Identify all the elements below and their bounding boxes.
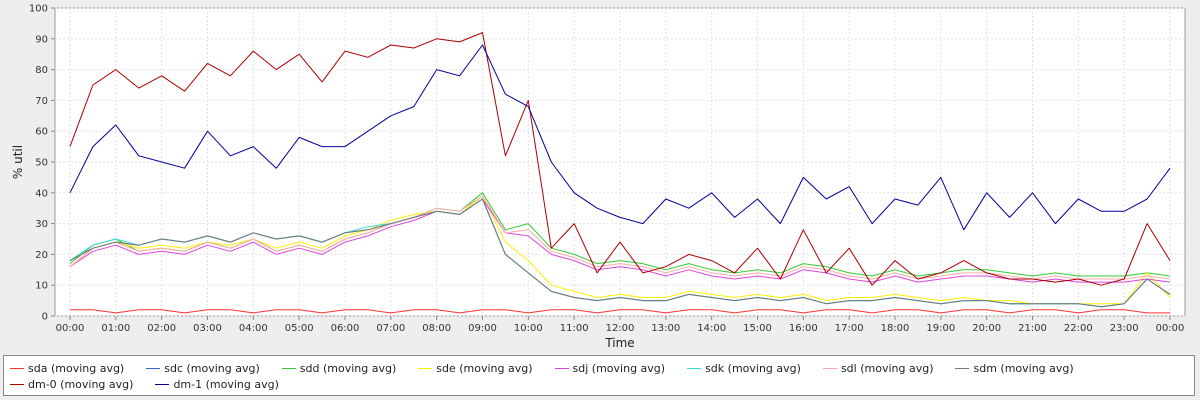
- x-tick-label: 10:00: [514, 323, 543, 334]
- x-axis-title: Time: [604, 336, 634, 350]
- legend-swatch: [281, 367, 296, 369]
- x-tick-label: 14:00: [697, 323, 726, 334]
- line-chart: 0 10 20 30 40 50 60 70 80 90 100 00:00 01:00 02:00 03…: [11, 4, 1186, 350]
- legend-item: sdj (moving avg): [554, 360, 666, 376]
- x-tick-label: 06:00: [331, 323, 360, 334]
- x-tick-label: 11:00: [560, 323, 589, 334]
- series-line-dm-0: [69, 32, 1171, 286]
- legend-swatch: [554, 367, 569, 369]
- legend-label: sdk (moving avg): [705, 361, 801, 375]
- legend-label: sdd (moving avg): [299, 361, 397, 375]
- legend-swatch: [10, 367, 24, 369]
- legend-swatch: [155, 383, 170, 385]
- legend-label: dm-0 (moving avg): [28, 377, 134, 391]
- y-tick-label: 60: [35, 127, 48, 138]
- y-tick-label: 30: [35, 219, 48, 230]
- x-tick-label: 15:00: [743, 323, 772, 334]
- x-tick-label: 19:00: [926, 323, 955, 334]
- legend-swatch: [10, 383, 24, 385]
- series-line-dm-1: [69, 44, 1171, 231]
- x-tick-label: 05:00: [285, 323, 314, 334]
- x-tick-label: 18:00: [881, 323, 910, 334]
- legend-swatch: [955, 367, 970, 369]
- legend-item: dm-0 (moving avg): [10, 376, 133, 392]
- legend-swatch: [146, 367, 161, 369]
- x-tick-label: 12:00: [606, 323, 635, 334]
- series-lines: [69, 32, 1171, 314]
- x-tick-label: 23:00: [1110, 323, 1139, 334]
- grid-lines: [55, 7, 1185, 317]
- x-tick-label: 08:00: [422, 323, 451, 334]
- legend: sda (moving avg) sdc (moving avg) sdd (mov…: [3, 355, 1195, 396]
- legend-label: sda (moving avg): [28, 361, 125, 375]
- x-tick-label: 03:00: [193, 323, 222, 334]
- legend-label: sdm (moving avg): [973, 361, 1074, 375]
- x-tick-label: 02:00: [147, 323, 176, 334]
- y-tick-label: 100: [29, 4, 48, 15]
- x-tick-label: 16:00: [789, 323, 818, 334]
- legend-swatch: [418, 367, 433, 369]
- x-tick-label: 21:00: [1018, 323, 1047, 334]
- legend-item: sdd (moving avg): [281, 360, 397, 376]
- x-tick-label: 09:00: [468, 323, 497, 334]
- y-axis: 0 10 20 30 40 50 60 70 80 90 100: [29, 4, 55, 323]
- y-tick-label: 20: [35, 250, 48, 261]
- legend-item: sdl (moving avg): [822, 360, 934, 376]
- x-tick-label: 04:00: [239, 323, 268, 334]
- y-tick-label: 50: [35, 158, 48, 169]
- legend-label: sdl (moving avg): [840, 361, 934, 375]
- y-tick-label: 10: [35, 281, 48, 292]
- y-tick-label: 70: [35, 96, 48, 107]
- y-tick-label: 90: [35, 34, 48, 45]
- legend-item: dm-1 (moving avg): [155, 376, 279, 392]
- x-tick-label: 07:00: [376, 323, 405, 334]
- legend-item: sde (moving avg): [418, 360, 533, 376]
- x-tick-label: 00:00: [1156, 323, 1185, 334]
- x-tick-label: 13:00: [651, 323, 680, 334]
- x-tick-label: 22:00: [1064, 323, 1093, 334]
- y-tick-label: 0: [42, 312, 48, 323]
- series-line-sdm: [69, 198, 1171, 308]
- legend-item: sdc (moving avg): [146, 360, 260, 376]
- x-tick-label: 00:00: [56, 323, 85, 334]
- y-tick-label: 80: [35, 65, 48, 76]
- legend-item: sdm (moving avg): [955, 360, 1074, 376]
- series-line-sda: [70, 309, 1170, 314]
- legend-swatch: [822, 367, 837, 369]
- x-tick-label: 17:00: [835, 323, 864, 334]
- legend-label: sdc (moving avg): [164, 361, 260, 375]
- legend-label: dm-1 (moving avg): [173, 377, 279, 391]
- x-tick-label: 01:00: [101, 323, 130, 334]
- legend-item: sdk (moving avg): [687, 360, 801, 376]
- legend-swatch: [687, 367, 702, 369]
- x-axis: 00:00 01:00 02:00 03:00 04:00 05:00 06:00 07:00…: [56, 316, 1185, 334]
- legend-label: sdj (moving avg): [572, 361, 666, 375]
- x-tick-label: 20:00: [972, 323, 1001, 334]
- y-tick-label: 40: [35, 188, 48, 199]
- legend-label: sde (moving avg): [436, 361, 533, 375]
- legend-item: sda (moving avg): [10, 360, 124, 376]
- y-axis-title: % util: [11, 145, 25, 179]
- series-line-sdj: [69, 198, 1171, 283]
